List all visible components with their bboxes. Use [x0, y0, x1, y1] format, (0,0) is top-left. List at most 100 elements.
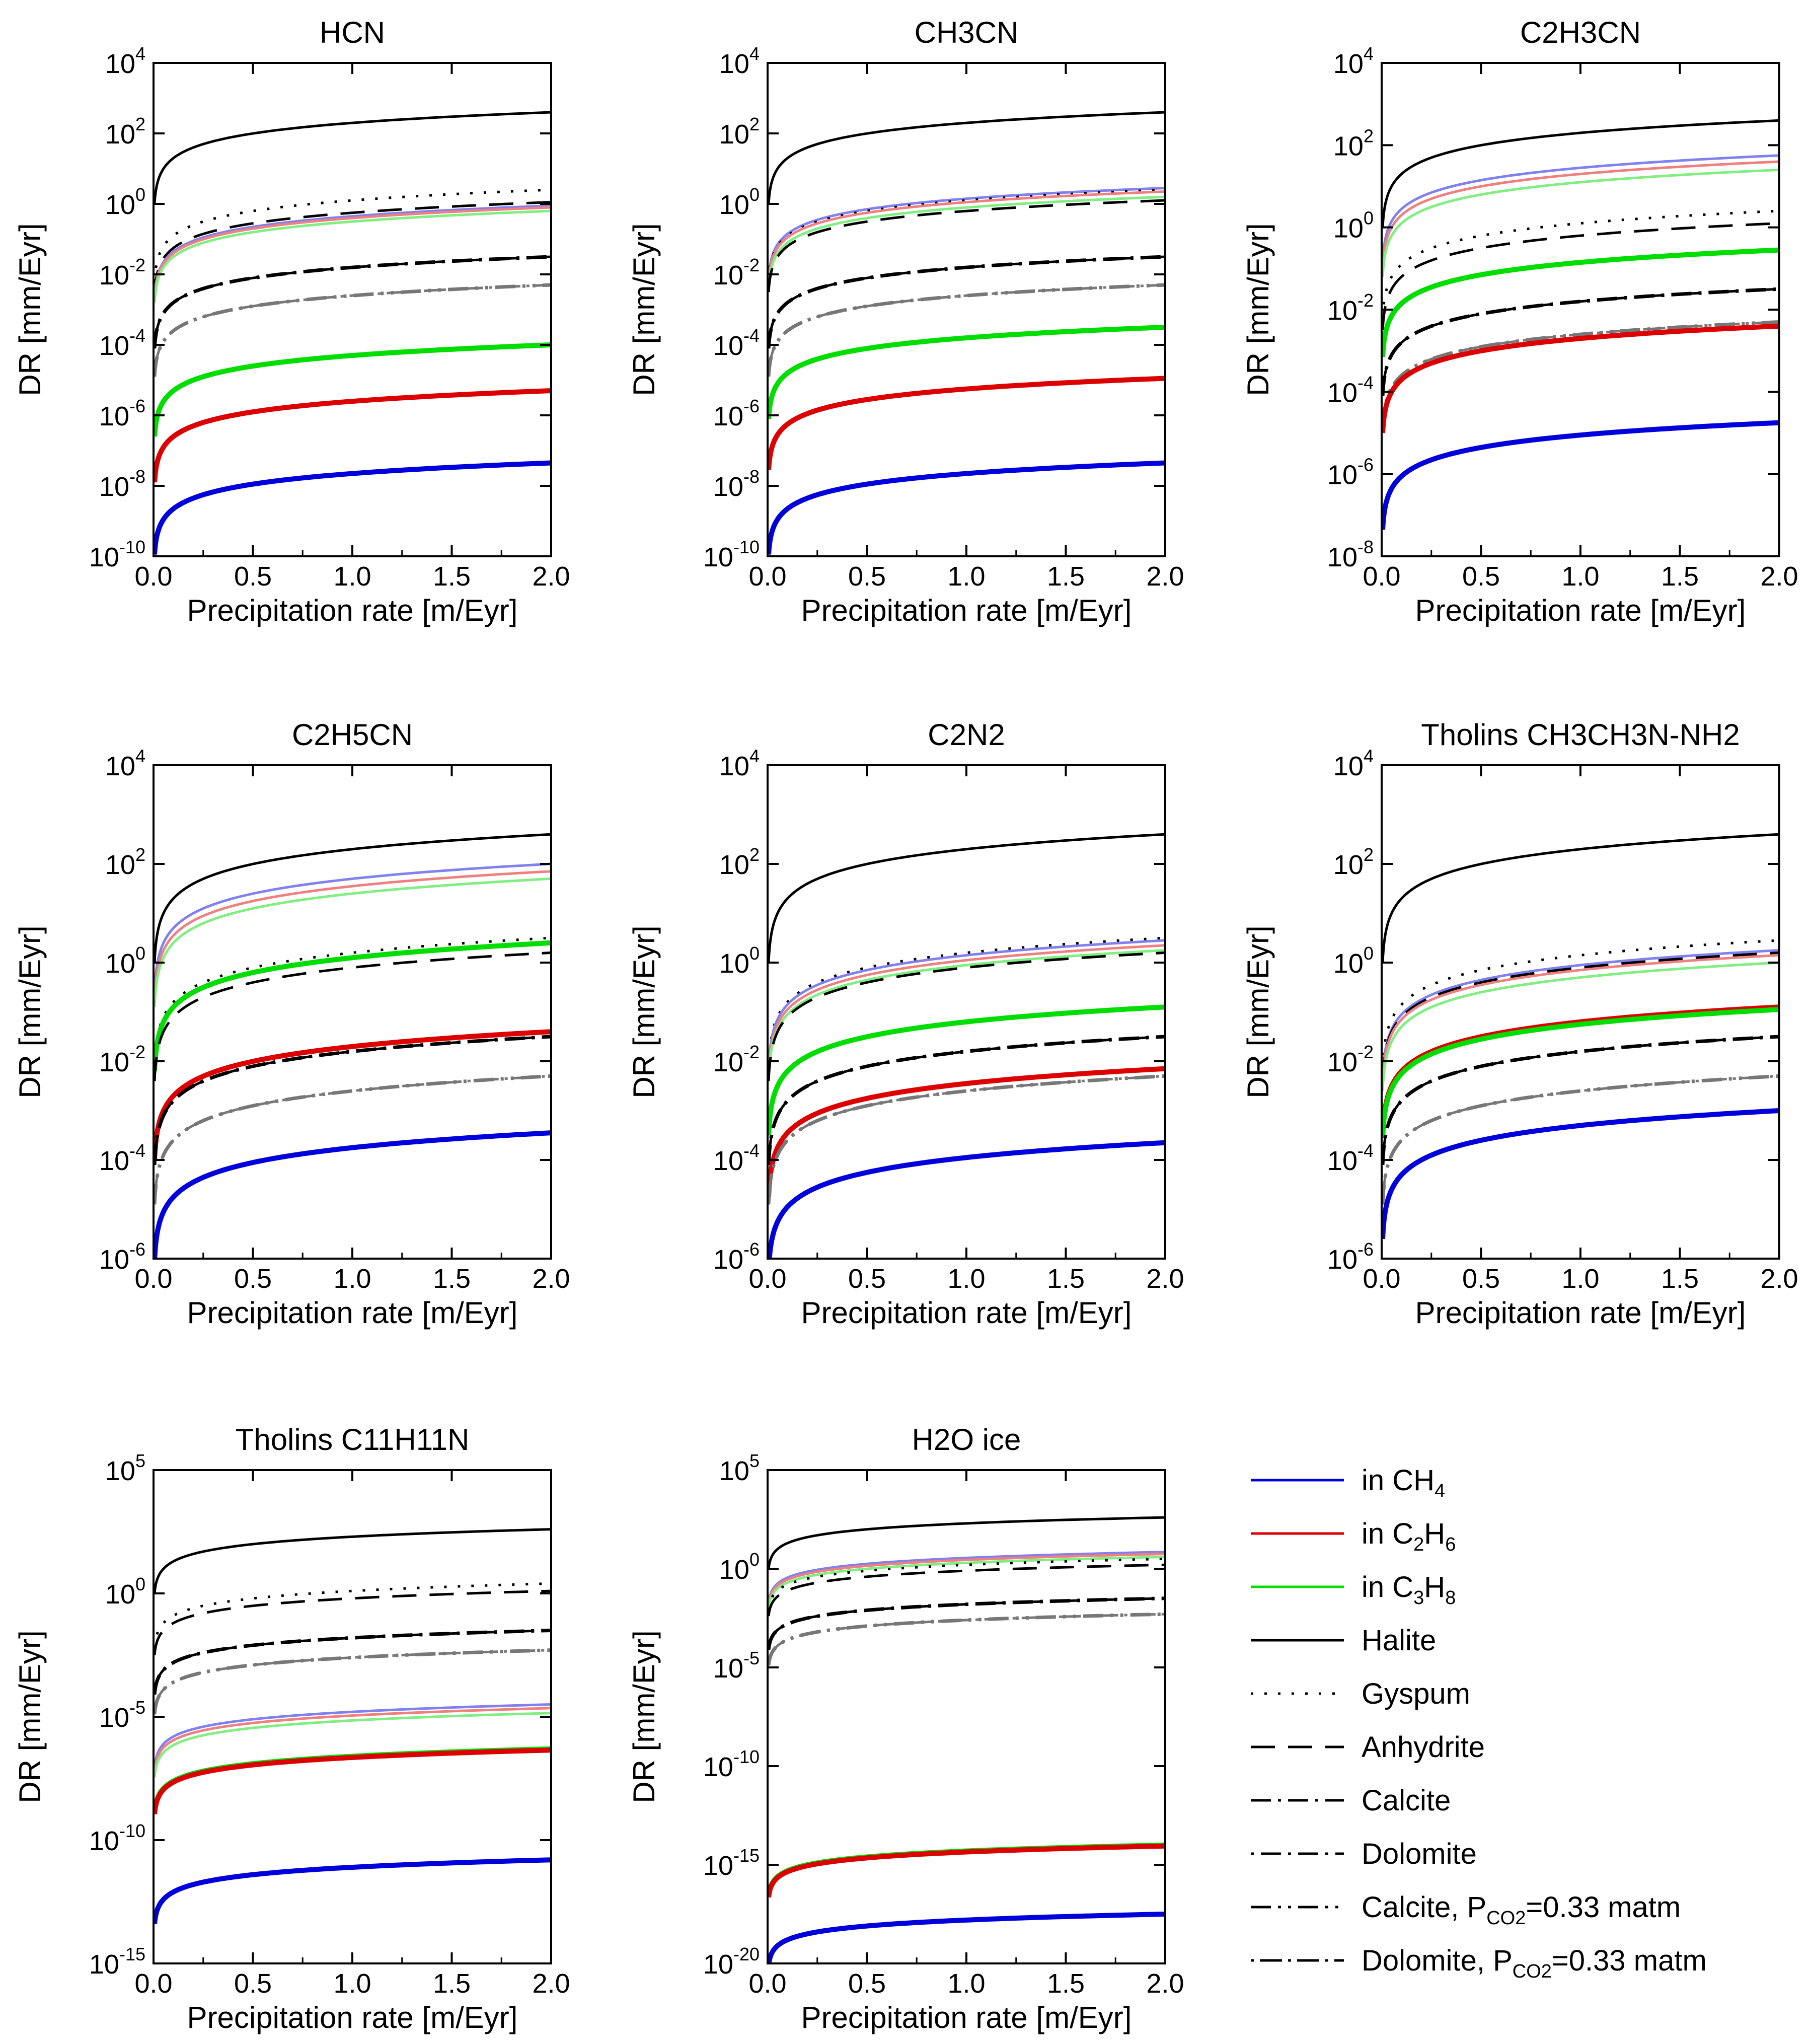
series-line-anhydrite — [154, 201, 551, 295]
x-tick-label: 1.5 — [1661, 1264, 1699, 1294]
series-line-in-c2h6 — [154, 1029, 551, 1162]
series-line-in-c2h6 — [768, 1843, 1165, 1900]
series-line-in-c2h6-light — [1382, 954, 1779, 1084]
series-line-in-c2h6-light — [768, 190, 1165, 284]
series-line-in-c3h8-light — [768, 949, 1165, 1080]
series-line-dolomite-pco2-0-33-matm — [154, 1649, 551, 1716]
series-line-dolomite — [1382, 287, 1779, 397]
x-tick-label: 2.0 — [1760, 1264, 1798, 1294]
y-tick-label: 10-15 — [89, 1944, 145, 1980]
panel-hcn: HCN 0.0 0.5 1.0 1.5 2.0 10-10 10-8 10-6 10-4 10-2 1… — [13, 16, 570, 627]
y-tick-label: 100 — [105, 943, 145, 979]
y-tick-label: 104 — [719, 43, 760, 79]
series-line-in-ch4-light — [154, 862, 551, 993]
x-tick-label: 0.0 — [748, 561, 786, 592]
x-tick-label: 0.5 — [234, 561, 272, 592]
x-tick-label: 2.0 — [532, 561, 570, 592]
y-axis-label: DR [mm/Eyr] — [13, 1630, 47, 1803]
series-line-dolomite — [768, 1597, 1165, 1651]
legend-label: Gyspum — [1362, 1677, 1470, 1710]
series-line-calcite-pco2-0-33-matm — [768, 1612, 1165, 1667]
series-line-dolomite-pco2-0-33-matm — [1382, 1074, 1779, 1206]
y-tick-label: 10-2 — [713, 1042, 760, 1077]
series-line-in-c3h8-light — [154, 877, 551, 1008]
series-line-gyspum — [154, 188, 551, 282]
legend-item-in-c2h6: in C2H6 — [1251, 1517, 1456, 1555]
series-line-in-c2h6-light — [154, 206, 551, 300]
series-line-dolomite — [154, 1035, 551, 1166]
y-tick-label: 104 — [719, 746, 760, 781]
series-line-in-ch4 — [768, 1140, 1165, 1259]
series-line-calcite — [1382, 287, 1779, 398]
y-tick-label: 10-2 — [1327, 1042, 1374, 1077]
series-line-anhydrite — [768, 199, 1165, 293]
series-line-in-ch4 — [768, 460, 1165, 556]
series-line-in-ch4 — [154, 460, 551, 556]
series-line-halite — [768, 833, 1165, 964]
y-tick-label: 100 — [1333, 943, 1374, 979]
plot-frame — [767, 62, 1166, 557]
y-axis-label: DR [mm/Eyr] — [13, 223, 47, 396]
legend-item-in-ch4: in CH4 — [1251, 1464, 1445, 1502]
y-tick-label: 10-4 — [1327, 1140, 1374, 1176]
y-tick-label: 10-20 — [703, 1944, 760, 1980]
y-tick-label: 10-6 — [99, 396, 145, 431]
y-axis-label: DR [mm/Eyr] — [13, 925, 47, 1098]
series-line-gyspum — [154, 1582, 551, 1649]
legend-item-halite: Halite — [1251, 1624, 1436, 1657]
y-tick-label: 10-5 — [99, 1697, 145, 1733]
legend-item-dolomite-pco2-0-33-matm: Dolomite, PCO2=0.33 matm — [1251, 1944, 1707, 1982]
y-tick-label: 10-4 — [99, 1140, 145, 1176]
series-group — [768, 111, 1165, 556]
x-axis-label: Precipitation rate [m/Eyr] — [801, 2001, 1132, 2034]
series-group — [1382, 833, 1779, 1242]
y-axis-label: DR [mm/Eyr] — [1241, 223, 1275, 396]
x-axis-label: Precipitation rate [m/Eyr] — [187, 1296, 518, 1330]
series-line-in-c3h8 — [768, 325, 1165, 421]
legend-label: Dolomite — [1362, 1838, 1477, 1870]
legend-label: Anhydrite — [1362, 1731, 1485, 1764]
series-line-in-ch4-light — [154, 1703, 551, 1770]
x-axis-label: Precipitation rate [m/Eyr] — [801, 594, 1132, 627]
series-line-in-c3h8-light — [1382, 168, 1779, 278]
series-line-in-c2h6-light — [1382, 160, 1779, 270]
series-line-in-c2h6 — [154, 1747, 551, 1817]
legend-label: Dolomite, PCO2=0.33 matm — [1362, 1944, 1707, 1982]
series-group — [768, 833, 1165, 1259]
x-tick-label: 2.0 — [1146, 1264, 1184, 1294]
y-tick-label: 10-2 — [99, 255, 145, 290]
series-line-in-c3h8 — [154, 940, 551, 1073]
y-tick-label: 102 — [105, 114, 145, 150]
x-tick-label: 1.0 — [947, 1968, 985, 1999]
x-tick-label: 1.0 — [333, 1968, 371, 1999]
panel-ch3cn: CH3CN 0.0 0.5 1.0 1.5 2.0 10-10 10-8 10-6 10-4 10-… — [627, 16, 1184, 627]
y-axis-label: DR [mm/Eyr] — [1241, 925, 1275, 1098]
panel-title: C2H5CN — [292, 718, 413, 752]
series-line-dolomite — [154, 1629, 551, 1696]
y-tick-label: 10-4 — [99, 325, 145, 361]
legend-item-dolomite: Dolomite — [1251, 1838, 1477, 1870]
series-line-gyspum — [768, 188, 1165, 282]
x-tick-label: 0.0 — [134, 1968, 172, 1999]
y-tick-label: 105 — [105, 1450, 145, 1486]
y-tick-label: 10-6 — [713, 1239, 760, 1275]
x-tick-label: 0.0 — [1363, 1264, 1400, 1294]
y-tick-label: 100 — [1333, 208, 1374, 244]
panel-tholins-ch3ch3n-nh2: Tholins CH3CH3N-NH2 0.0 0.5 1.0 1.5 2.0 10-6 10… — [1241, 718, 1798, 1330]
series-line-in-ch4 — [1382, 420, 1779, 532]
series-line-in-ch4-light — [768, 1551, 1165, 1604]
series-line-anhydrite — [768, 1563, 1165, 1618]
x-tick-label: 1.5 — [1047, 561, 1085, 592]
x-axis-label: Precipitation rate [m/Eyr] — [1415, 594, 1746, 627]
panel-tholins-c11h11n: Tholins C11H11N 0.0 0.5 1.0 1.5 2.0 10-15 10-10… — [13, 1423, 570, 2034]
series-line-halite — [1382, 833, 1779, 964]
panel-title: Tholins CH3CH3N-NH2 — [1421, 718, 1740, 752]
series-line-in-c3h8 — [1382, 247, 1779, 359]
x-tick-label: 1.0 — [1561, 1264, 1599, 1294]
x-tick-label: 1.0 — [333, 561, 371, 592]
x-tick-label: 0.5 — [234, 1264, 272, 1294]
y-tick-label: 100 — [105, 184, 145, 220]
x-tick-label: 0.5 — [848, 1968, 886, 1999]
y-tick-label: 102 — [1333, 125, 1374, 161]
series-line-in-ch4-light — [1382, 154, 1779, 263]
